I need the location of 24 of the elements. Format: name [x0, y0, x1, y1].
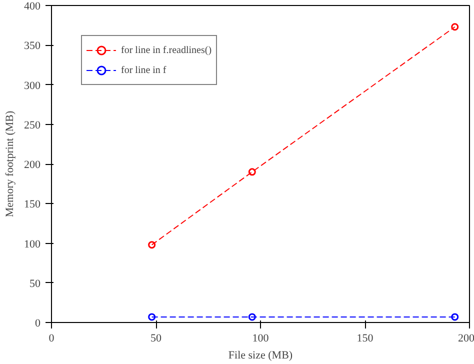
y-tick-label: 100	[24, 238, 41, 250]
x-tick-label: 50	[150, 332, 162, 344]
y-tick-label: 50	[30, 278, 41, 290]
point	[148, 241, 156, 249]
x-tick-label: 150	[356, 332, 374, 344]
point	[451, 23, 459, 31]
x-tick-label: 100	[252, 332, 270, 344]
y-tick-label: 200	[24, 159, 41, 171]
point	[451, 313, 459, 321]
point	[248, 168, 256, 176]
point	[148, 313, 156, 321]
y-tick-label: 400	[24, 0, 41, 12]
y-tick-label: 0	[35, 318, 41, 330]
x-axis-title: File size (MB)	[228, 350, 293, 362]
point	[248, 313, 256, 321]
y-tick-label: 300	[24, 80, 41, 92]
legend-label: for line in f.readlines()	[121, 44, 212, 56]
y-tick-label: 150	[24, 198, 41, 211]
legend-label: for line in f	[121, 64, 166, 76]
y-axis-title: Memory footprint (MB)	[4, 110, 16, 218]
x-tick-label: 0	[48, 332, 55, 344]
x-tick-label: 200	[458, 332, 474, 344]
y-tick-label: 250	[24, 119, 41, 132]
y-tick-label: 350	[24, 40, 41, 52]
